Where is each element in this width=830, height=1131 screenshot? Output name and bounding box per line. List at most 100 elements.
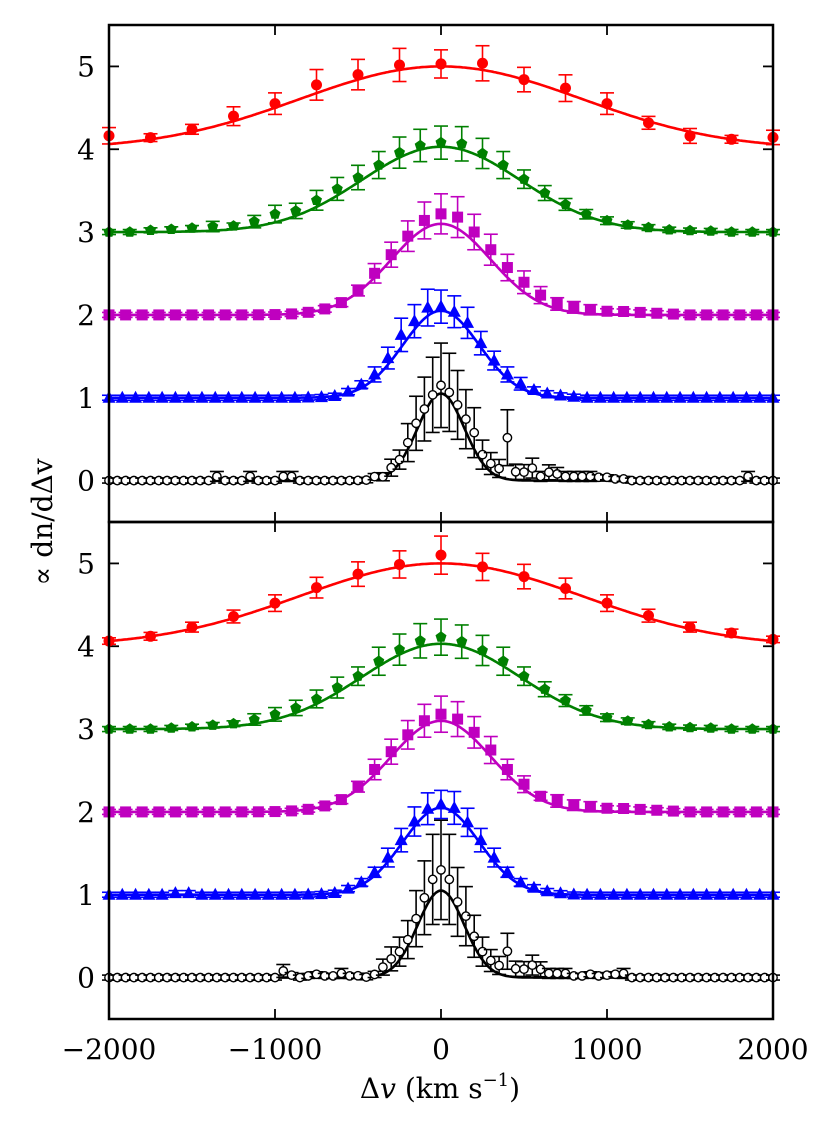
bottom-magenta-point-1 xyxy=(120,806,132,818)
top-blue-point-24 xyxy=(421,300,435,313)
bottom-blue-point-45 xyxy=(700,887,714,900)
bottom-magenta-point-26 xyxy=(535,790,547,802)
top-magenta-point-20 xyxy=(435,208,447,220)
bottom-ytick-label-4: 4 xyxy=(77,630,95,663)
top-red-point-3 xyxy=(228,110,239,122)
top-series-red xyxy=(102,44,780,146)
top-magenta-point-12 xyxy=(302,306,314,318)
top-blue-point-42 xyxy=(660,390,674,403)
top-green-point-4 xyxy=(186,222,198,233)
bottom-blue-point-21 xyxy=(381,850,395,863)
top-black-point-60 xyxy=(602,472,612,483)
top-black-point-37 xyxy=(411,418,421,429)
top-magenta-point-32 xyxy=(634,306,646,318)
top-ytick-label-5: 5 xyxy=(77,50,95,83)
bottom-blue-point-7 xyxy=(195,887,209,900)
top-green-point-18 xyxy=(477,147,488,159)
top-magenta-point-7 xyxy=(219,309,231,321)
bottom-green-point-15 xyxy=(414,635,426,646)
top-blue-point-31 xyxy=(514,376,528,389)
top-blue-point-38 xyxy=(607,390,621,403)
top-black-point-76 xyxy=(734,475,745,486)
top-blue-point-43 xyxy=(673,390,687,403)
top-black-point-51 xyxy=(527,463,538,474)
top-green-point-16 xyxy=(435,136,447,148)
top-black-point-22 xyxy=(286,471,297,482)
bottom-ytick-label-2: 2 xyxy=(77,796,95,829)
top-blue-point-22 xyxy=(394,327,408,340)
top-green-point-14 xyxy=(394,146,405,158)
bottom-series-blue xyxy=(102,789,780,900)
top-blue-point-25 xyxy=(434,299,448,312)
bottom-black-point-54 xyxy=(552,968,563,979)
bottom-green-point-24 xyxy=(601,711,613,723)
top-green-point-17 xyxy=(456,138,468,149)
top-blue-point-13 xyxy=(275,390,289,403)
top-green-point-30 xyxy=(726,226,737,237)
top-magenta-point-38 xyxy=(734,309,746,321)
bottom-blue-point-49 xyxy=(753,887,767,900)
bottom-green-point-21 xyxy=(539,683,551,694)
top-magenta-point-39 xyxy=(750,309,762,321)
top-red-point-12 xyxy=(601,98,613,110)
top-black-point-45 xyxy=(477,449,488,460)
bottom-magenta-point-22 xyxy=(468,726,480,738)
bottom-magenta-point-19 xyxy=(418,715,430,727)
top-ytick-label-0: 0 xyxy=(77,465,95,498)
bottom-blue-point-44 xyxy=(686,887,700,900)
bottom-red-point-15 xyxy=(726,627,737,639)
bottom-magenta-point-34 xyxy=(667,805,679,817)
bottom-magenta-point-5 xyxy=(186,806,198,818)
x-axis-label-close: ) xyxy=(509,1072,520,1105)
x-axis-label-var: v xyxy=(380,1072,396,1105)
bottom-blue-point-12 xyxy=(261,887,275,900)
bottom-red-point-9 xyxy=(477,561,488,573)
top-green-point-21 xyxy=(539,187,551,198)
top-magenta-point-2 xyxy=(136,309,148,321)
bottom-black-point-36 xyxy=(402,934,413,945)
top-green-point-20 xyxy=(518,173,530,184)
x-axis-label-delta: Δ xyxy=(360,1072,380,1105)
bottom-green-point-30 xyxy=(726,723,737,734)
bottom-green-point-31 xyxy=(746,723,758,734)
bottom-black-point-45 xyxy=(477,946,488,957)
top-blue-point-17 xyxy=(328,388,342,401)
top-green-point-26 xyxy=(643,221,654,233)
top-blue-point-29 xyxy=(487,353,501,366)
top-black-point-40 xyxy=(436,380,446,391)
top-blue-point-21 xyxy=(381,351,395,364)
top-blue-point-45 xyxy=(700,390,714,403)
bottom-red-point-11 xyxy=(560,582,571,594)
bottom-magenta-point-31 xyxy=(618,802,630,814)
bottom-green-point-22 xyxy=(560,694,571,706)
top-blue-point-15 xyxy=(301,390,315,403)
top-ytick-label-1: 1 xyxy=(77,382,95,415)
bottom-blue-point-4 xyxy=(155,887,169,900)
bottom-green-point-10 xyxy=(311,693,322,704)
top-series-blue xyxy=(102,288,780,403)
bottom-black-point-35 xyxy=(394,946,405,957)
top-green-point-29 xyxy=(705,225,717,236)
top-green-point-13 xyxy=(373,159,385,170)
bottom-black-point-21 xyxy=(278,966,289,976)
bottom-magenta-point-2 xyxy=(136,806,148,818)
bottom-blue-point-39 xyxy=(620,887,634,900)
bottom-magenta-point-13 xyxy=(319,800,331,812)
bottom-green-point-28 xyxy=(684,721,696,733)
top-panel-frame xyxy=(107,23,775,524)
top-green-point-15 xyxy=(414,139,426,151)
top-black-point-46 xyxy=(485,458,496,469)
bottom-black-point-61 xyxy=(610,969,621,980)
top-blue-point-4 xyxy=(155,390,169,403)
top-green-point-12 xyxy=(352,171,364,183)
bottom-magenta-point-8 xyxy=(236,806,248,818)
bottom-green-point-2 xyxy=(145,723,156,734)
top-black-point-32 xyxy=(369,471,380,482)
top-blue-point-26 xyxy=(447,304,461,317)
top-magenta-point-24 xyxy=(501,262,513,274)
top-ytick-label-4: 4 xyxy=(77,133,95,166)
bottom-green-point-6 xyxy=(228,717,239,729)
top-magenta-point-15 xyxy=(352,285,364,297)
top-magenta-point-4 xyxy=(169,309,181,321)
bottom-blue-point-33 xyxy=(540,884,554,897)
